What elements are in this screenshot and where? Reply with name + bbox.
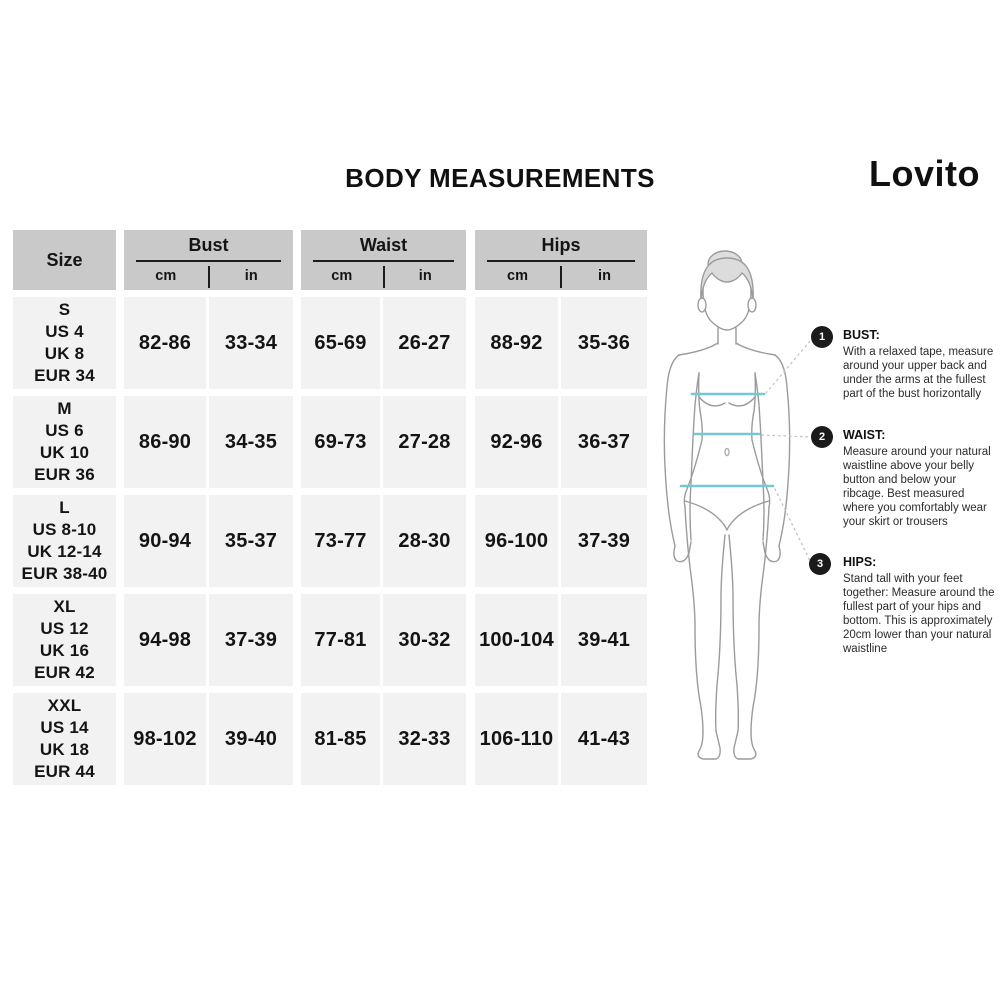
size-label: M bbox=[57, 399, 72, 418]
column-header-size: Size bbox=[13, 230, 116, 290]
unit-divider bbox=[207, 266, 210, 288]
row-l-size-cell: L US 8-10 UK 12-14 EUR 38-40 bbox=[13, 495, 116, 587]
size-eur: EUR 36 bbox=[34, 465, 95, 484]
row-xxl-hips-in: 41-43 bbox=[561, 693, 647, 785]
header-rule bbox=[313, 260, 454, 262]
row-xxl-bust-cm: 98-102 bbox=[124, 693, 206, 785]
column-header-bust: Bust cm in bbox=[124, 230, 293, 290]
size-uk: UK 10 bbox=[39, 443, 90, 462]
guide-hips-text: Stand tall with your feet together: Meas… bbox=[843, 573, 995, 655]
unit-divider bbox=[560, 266, 562, 288]
row-s-bust-in: 33-34 bbox=[209, 297, 293, 389]
size-eur: EUR 44 bbox=[34, 762, 95, 781]
row-l-bust-in: 35-37 bbox=[209, 495, 293, 587]
row-xxl-bust-in: 39-40 bbox=[209, 693, 293, 785]
row-m-size-cell: M US 6 UK 10 EUR 36 bbox=[13, 396, 116, 488]
size-us: US 12 bbox=[40, 619, 89, 638]
hips-group-label: Hips bbox=[541, 235, 581, 255]
row-s-hips-cm: 88-92 bbox=[475, 297, 558, 389]
size-uk: UK 8 bbox=[44, 344, 85, 363]
row-xl-size-cell: XL US 12 UK 16 EUR 42 bbox=[13, 594, 116, 686]
row-m-hips-cm: 92-96 bbox=[475, 396, 558, 488]
size-eur: EUR 38-40 bbox=[21, 564, 108, 583]
row-s-bust-cm: 82-86 bbox=[124, 297, 206, 389]
size-eur: EUR 42 bbox=[34, 663, 95, 682]
row-m-hips-in: 36-37 bbox=[561, 396, 647, 488]
waist-group-label: Waist bbox=[359, 235, 408, 255]
row-xxl-hips-cm: 106-110 bbox=[475, 693, 558, 785]
figure-illustration bbox=[645, 245, 840, 790]
column-header-hips: Hips cm in bbox=[475, 230, 647, 290]
size-eur: EUR 34 bbox=[34, 366, 95, 385]
leader-waist bbox=[761, 434, 812, 438]
size-us: US 8-10 bbox=[32, 520, 97, 539]
row-s-waist-cm: 65-69 bbox=[301, 297, 380, 389]
bust-unit-in: in bbox=[244, 268, 258, 284]
guide-waist-title: WAIST: bbox=[843, 428, 886, 442]
row-s-size-cell: S US 4 UK 8 EUR 34 bbox=[13, 297, 116, 389]
row-s-waist-in: 26-27 bbox=[383, 297, 466, 389]
badge-3: 3 bbox=[809, 553, 831, 575]
badge-2: 2 bbox=[811, 426, 833, 448]
size-us: US 4 bbox=[45, 322, 84, 341]
waist-unit-cm: cm bbox=[331, 268, 353, 284]
guide-bust-title: BUST: bbox=[843, 328, 880, 342]
row-l-waist-in: 28-30 bbox=[383, 495, 466, 587]
size-label: L bbox=[59, 498, 70, 517]
size-uk: UK 12-14 bbox=[27, 542, 102, 561]
row-xxl-waist-in: 32-33 bbox=[383, 693, 466, 785]
row-m-waist-cm: 69-73 bbox=[301, 396, 380, 488]
unit-divider bbox=[382, 266, 385, 288]
row-xl-waist-cm: 77-81 bbox=[301, 594, 380, 686]
row-xxl-waist-cm: 81-85 bbox=[301, 693, 380, 785]
guide-waist: WAIST: Measure around your natural waist… bbox=[843, 428, 996, 529]
waist-unit-in: in bbox=[418, 268, 432, 284]
hair bbox=[700, 257, 754, 302]
ear-right bbox=[747, 297, 757, 313]
measurement-lines bbox=[679, 392, 775, 488]
guide-bust: BUST: With a relaxed tape, measure aroun… bbox=[843, 328, 996, 401]
bust-unit-cm: cm bbox=[155, 268, 177, 284]
size-us: US 6 bbox=[45, 421, 84, 440]
hips-unit-in: in bbox=[598, 268, 611, 284]
row-xl-waist-in: 30-32 bbox=[383, 594, 466, 686]
column-header-waist: Waist cm in bbox=[301, 230, 466, 290]
hips-unit-cm: cm bbox=[507, 268, 528, 284]
row-m-bust-cm: 86-90 bbox=[124, 396, 206, 488]
header-rule bbox=[136, 260, 281, 262]
page-title: BODY MEASUREMENTS bbox=[345, 163, 655, 193]
size-label: XL bbox=[53, 597, 76, 616]
row-xl-bust-cm: 94-98 bbox=[124, 594, 206, 686]
ear-left bbox=[697, 297, 707, 313]
row-l-waist-cm: 73-77 bbox=[301, 495, 380, 587]
row-m-bust-in: 34-35 bbox=[209, 396, 293, 488]
row-xxl-size-cell: XXL US 14 UK 18 EUR 44 bbox=[13, 693, 116, 785]
row-xl-hips-in: 39-41 bbox=[561, 594, 647, 686]
leader-lines bbox=[761, 339, 812, 564]
row-s-hips-in: 35-36 bbox=[561, 297, 647, 389]
brand-logo: Lovito bbox=[869, 153, 980, 194]
guide-hips: HIPS: Stand tall with your feet together… bbox=[843, 555, 996, 656]
size-label: S bbox=[58, 300, 71, 319]
bust-group-label: Bust bbox=[188, 235, 229, 255]
row-l-hips-in: 37-39 bbox=[561, 495, 647, 587]
leader-bust bbox=[765, 339, 812, 394]
size-uk: UK 18 bbox=[39, 740, 90, 759]
row-m-waist-in: 27-28 bbox=[383, 396, 466, 488]
guide-hips-title: HIPS: bbox=[843, 555, 877, 569]
badge-1: 1 bbox=[811, 326, 833, 348]
row-l-hips-cm: 96-100 bbox=[475, 495, 558, 587]
row-xl-hips-cm: 100-104 bbox=[475, 594, 558, 686]
size-uk: UK 16 bbox=[39, 641, 90, 660]
guide-waist-text: Measure around your natural waistline ab… bbox=[843, 446, 991, 528]
row-l-bust-cm: 90-94 bbox=[124, 495, 206, 587]
row-xl-bust-in: 37-39 bbox=[209, 594, 293, 686]
size-us: US 14 bbox=[40, 718, 89, 737]
guide-bust-text: With a relaxed tape, measure around your… bbox=[843, 346, 994, 400]
header-rule bbox=[487, 260, 635, 262]
size-label: XXL bbox=[47, 696, 82, 715]
